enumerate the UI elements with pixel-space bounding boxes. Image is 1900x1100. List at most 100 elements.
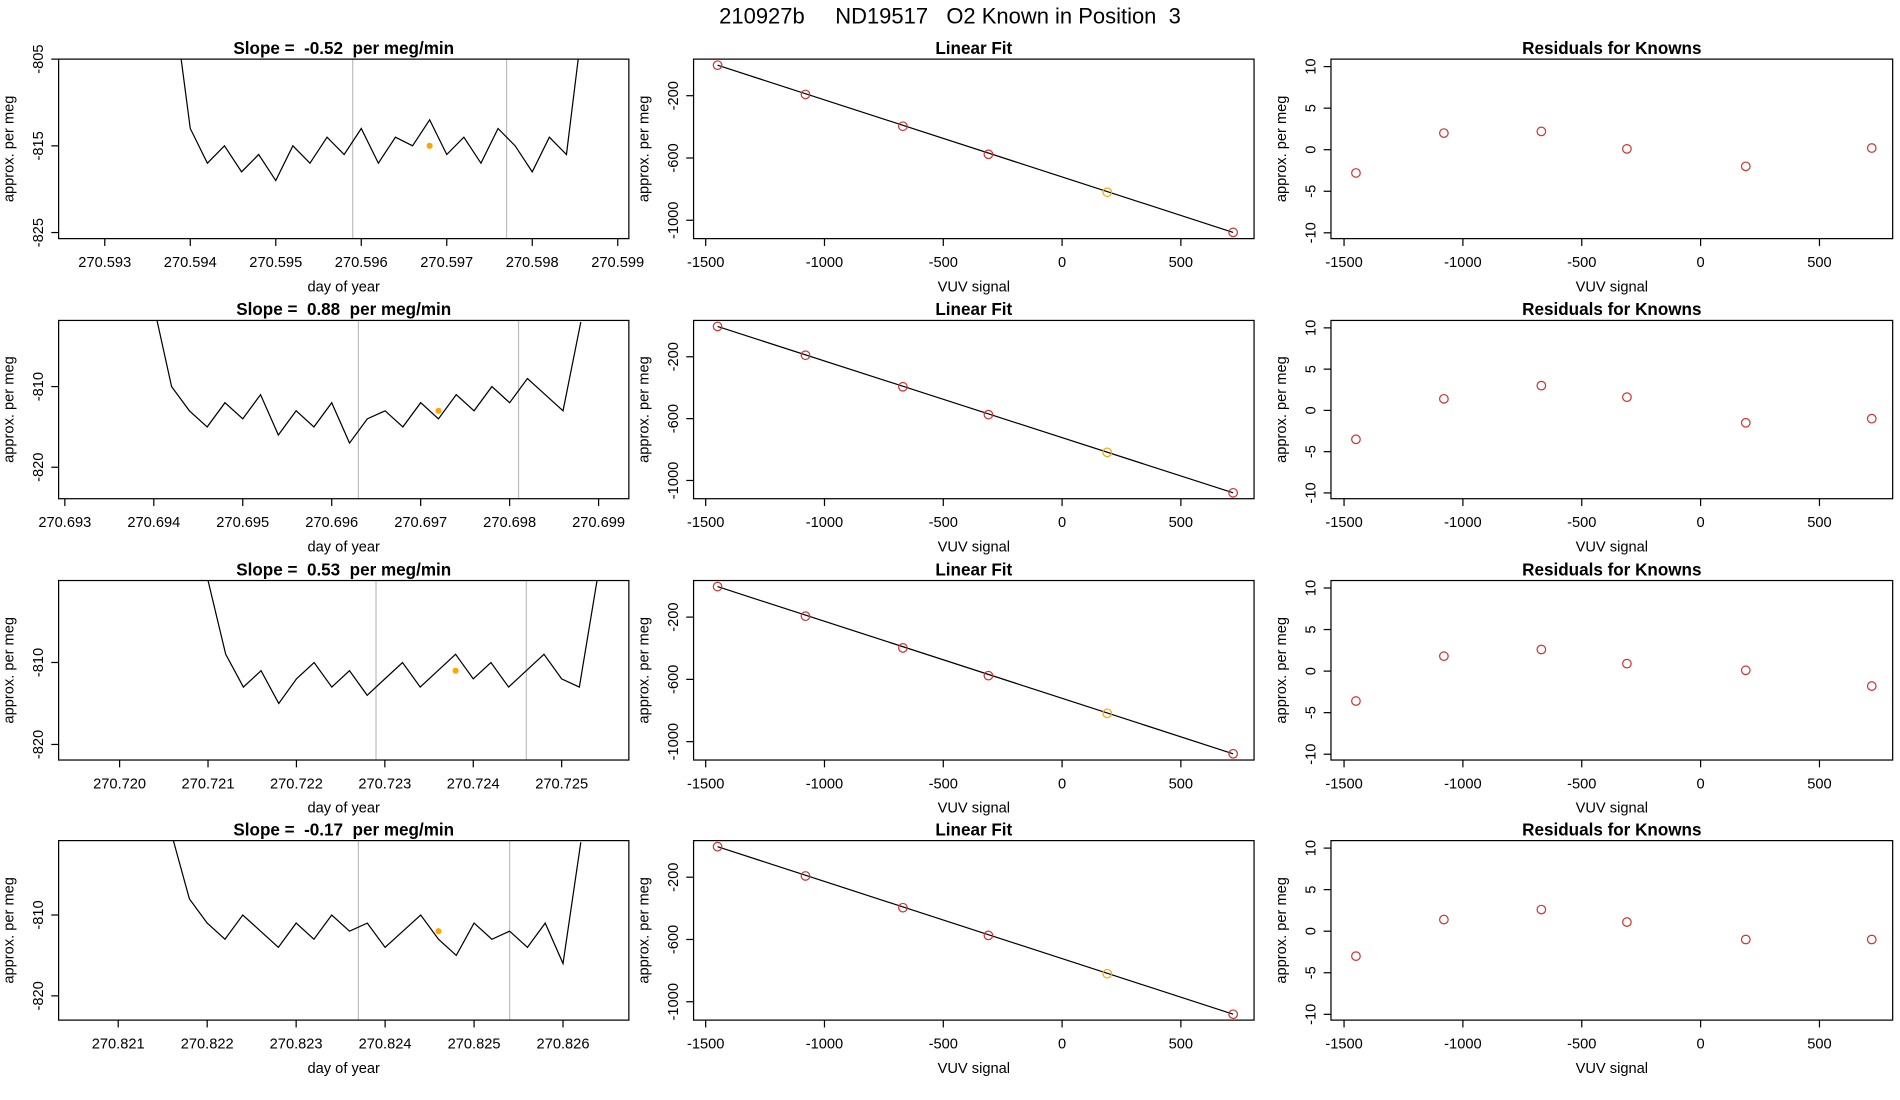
x-tick-label: 270.598 — [506, 255, 559, 271]
panel: Residuals for Knowns VUV signal approx. pe… — [1274, 820, 1894, 1077]
y-axis-label: approx. per meg — [637, 617, 653, 724]
x-tick-label: 270.826 — [537, 1036, 590, 1052]
plot-area — [712, 581, 1239, 759]
panel: Linear Fit VUV signal approx. per meg -1500… — [637, 300, 1255, 555]
x-tick-label: 270.593 — [78, 255, 131, 271]
x-tick-label: 500 — [1169, 1036, 1193, 1052]
panel: Slope = 0.53 per meg/min day of year appro… — [2, 560, 630, 817]
y-tick-label: -810 — [31, 900, 47, 929]
x-tick-label: 270.696 — [305, 515, 358, 531]
point — [800, 350, 811, 361]
panel-title: Residuals for Knowns — [1522, 39, 1701, 58]
point — [1102, 968, 1113, 979]
x-tick-label: 500 — [1169, 255, 1193, 271]
y-tick-label: -5 — [1303, 706, 1319, 719]
panel-title: Residuals for Knowns — [1522, 820, 1701, 839]
y-tick-label: 5 — [1303, 625, 1319, 633]
point — [1866, 143, 1877, 153]
point — [1740, 934, 1751, 945]
x-tick-label: -1000 — [806, 1036, 843, 1052]
x-tick-label: 270.694 — [127, 515, 180, 531]
y-axis-label: approx. per meg — [1274, 877, 1290, 984]
x-tick-label: -1500 — [1325, 255, 1362, 271]
y-tick-label: 10 — [1303, 58, 1319, 74]
panel: Slope = -0.52 per meg/min day of year appr… — [2, 39, 645, 295]
x-tick-label: -1500 — [687, 1036, 724, 1052]
y-axis-label: approx. per meg — [2, 877, 18, 984]
x-tick-label: -1000 — [806, 515, 843, 531]
plot-frame — [692, 319, 1255, 500]
point — [1622, 917, 1632, 927]
y-tick-label: 5 — [1303, 365, 1319, 373]
x-tick-label: -1000 — [806, 776, 843, 792]
point — [1622, 658, 1632, 669]
y-tick-label: 0 — [1303, 927, 1319, 935]
x-tick-label: 0 — [1697, 255, 1705, 271]
x-tick-label: 270.597 — [420, 255, 473, 271]
x-tick-label: -1500 — [1325, 776, 1362, 792]
y-tick-label: -1000 — [666, 462, 682, 499]
y-axis-label: approx. per meg — [637, 96, 653, 203]
x-tick-label: 500 — [1169, 515, 1193, 531]
x-tick-label: 270.698 — [483, 515, 536, 531]
point — [1536, 380, 1547, 391]
point — [1228, 487, 1239, 498]
x-tick-label: 270.725 — [535, 776, 588, 792]
y-tick-label: -600 — [666, 665, 682, 694]
y-axis-label: approx. per meg — [1274, 96, 1290, 203]
point — [712, 581, 723, 592]
x-tick-label: 270.823 — [270, 1036, 323, 1052]
x-tick-label: -1000 — [1444, 255, 1481, 271]
x-tick-label: 270.821 — [92, 1036, 145, 1052]
panel: Residuals for Knowns VUV signal approx. pe… — [1274, 300, 1894, 555]
y-tick-label: 10 — [1303, 840, 1319, 856]
x-axis-label: VUV signal — [1576, 1061, 1648, 1077]
x-tick-label: 270.595 — [249, 255, 302, 271]
x-tick-label: 270.722 — [270, 776, 323, 792]
x-axis-label: VUV signal — [938, 801, 1010, 817]
x-tick-label: -500 — [1567, 1036, 1596, 1052]
x-tick-label: 0 — [1058, 776, 1066, 792]
y-tick-label: -810 — [31, 648, 47, 677]
y-tick-label: -1000 — [666, 202, 682, 239]
y-tick-label: -10 — [1303, 1004, 1319, 1025]
x-tick-label: -500 — [1567, 515, 1596, 531]
point — [1622, 143, 1632, 154]
x-tick-label: 500 — [1807, 1036, 1831, 1052]
plot-frame — [58, 319, 630, 500]
panel: Slope = 0.88 per meg/min day of year appro… — [2, 300, 630, 555]
panel: Residuals for Knowns VUV signal approx. pe… — [1274, 560, 1894, 817]
point — [1866, 934, 1877, 945]
y-tick-label: -600 — [666, 925, 682, 954]
plot-area — [1351, 644, 1877, 706]
plot-frame — [692, 579, 1255, 761]
x-tick-label: 0 — [1058, 255, 1066, 271]
x-tick-label: -1000 — [1444, 515, 1481, 531]
point — [800, 89, 811, 100]
y-tick-label: -820 — [31, 981, 47, 1010]
panel-title: Linear Fit — [935, 560, 1012, 579]
plot-area — [1351, 126, 1877, 178]
point — [1439, 914, 1449, 925]
highlight-point — [435, 407, 442, 414]
plot-area — [1351, 904, 1877, 962]
x-axis-label: day of year — [308, 801, 381, 817]
panel: Linear Fit VUV signal approx. per meg -1500… — [637, 560, 1255, 817]
y-tick-label: -5 — [1303, 966, 1319, 979]
x-tick-label: 270.822 — [181, 1036, 234, 1052]
plot-frame — [58, 840, 630, 1021]
plot-area — [180, 59, 579, 239]
panel-title: Linear Fit — [935, 39, 1012, 58]
y-axis-label: approx. per meg — [1274, 617, 1290, 724]
point — [1102, 708, 1113, 719]
x-tick-label: 270.594 — [164, 255, 217, 271]
x-tick-label: 0 — [1058, 1036, 1066, 1052]
point — [1740, 417, 1751, 428]
point — [1228, 227, 1239, 238]
point — [1536, 904, 1547, 915]
x-tick-label: 0 — [1697, 515, 1705, 531]
panel-title: Linear Fit — [935, 300, 1012, 319]
x-axis-label: day of year — [308, 279, 381, 295]
panel-title: Residuals for Knowns — [1522, 560, 1701, 579]
